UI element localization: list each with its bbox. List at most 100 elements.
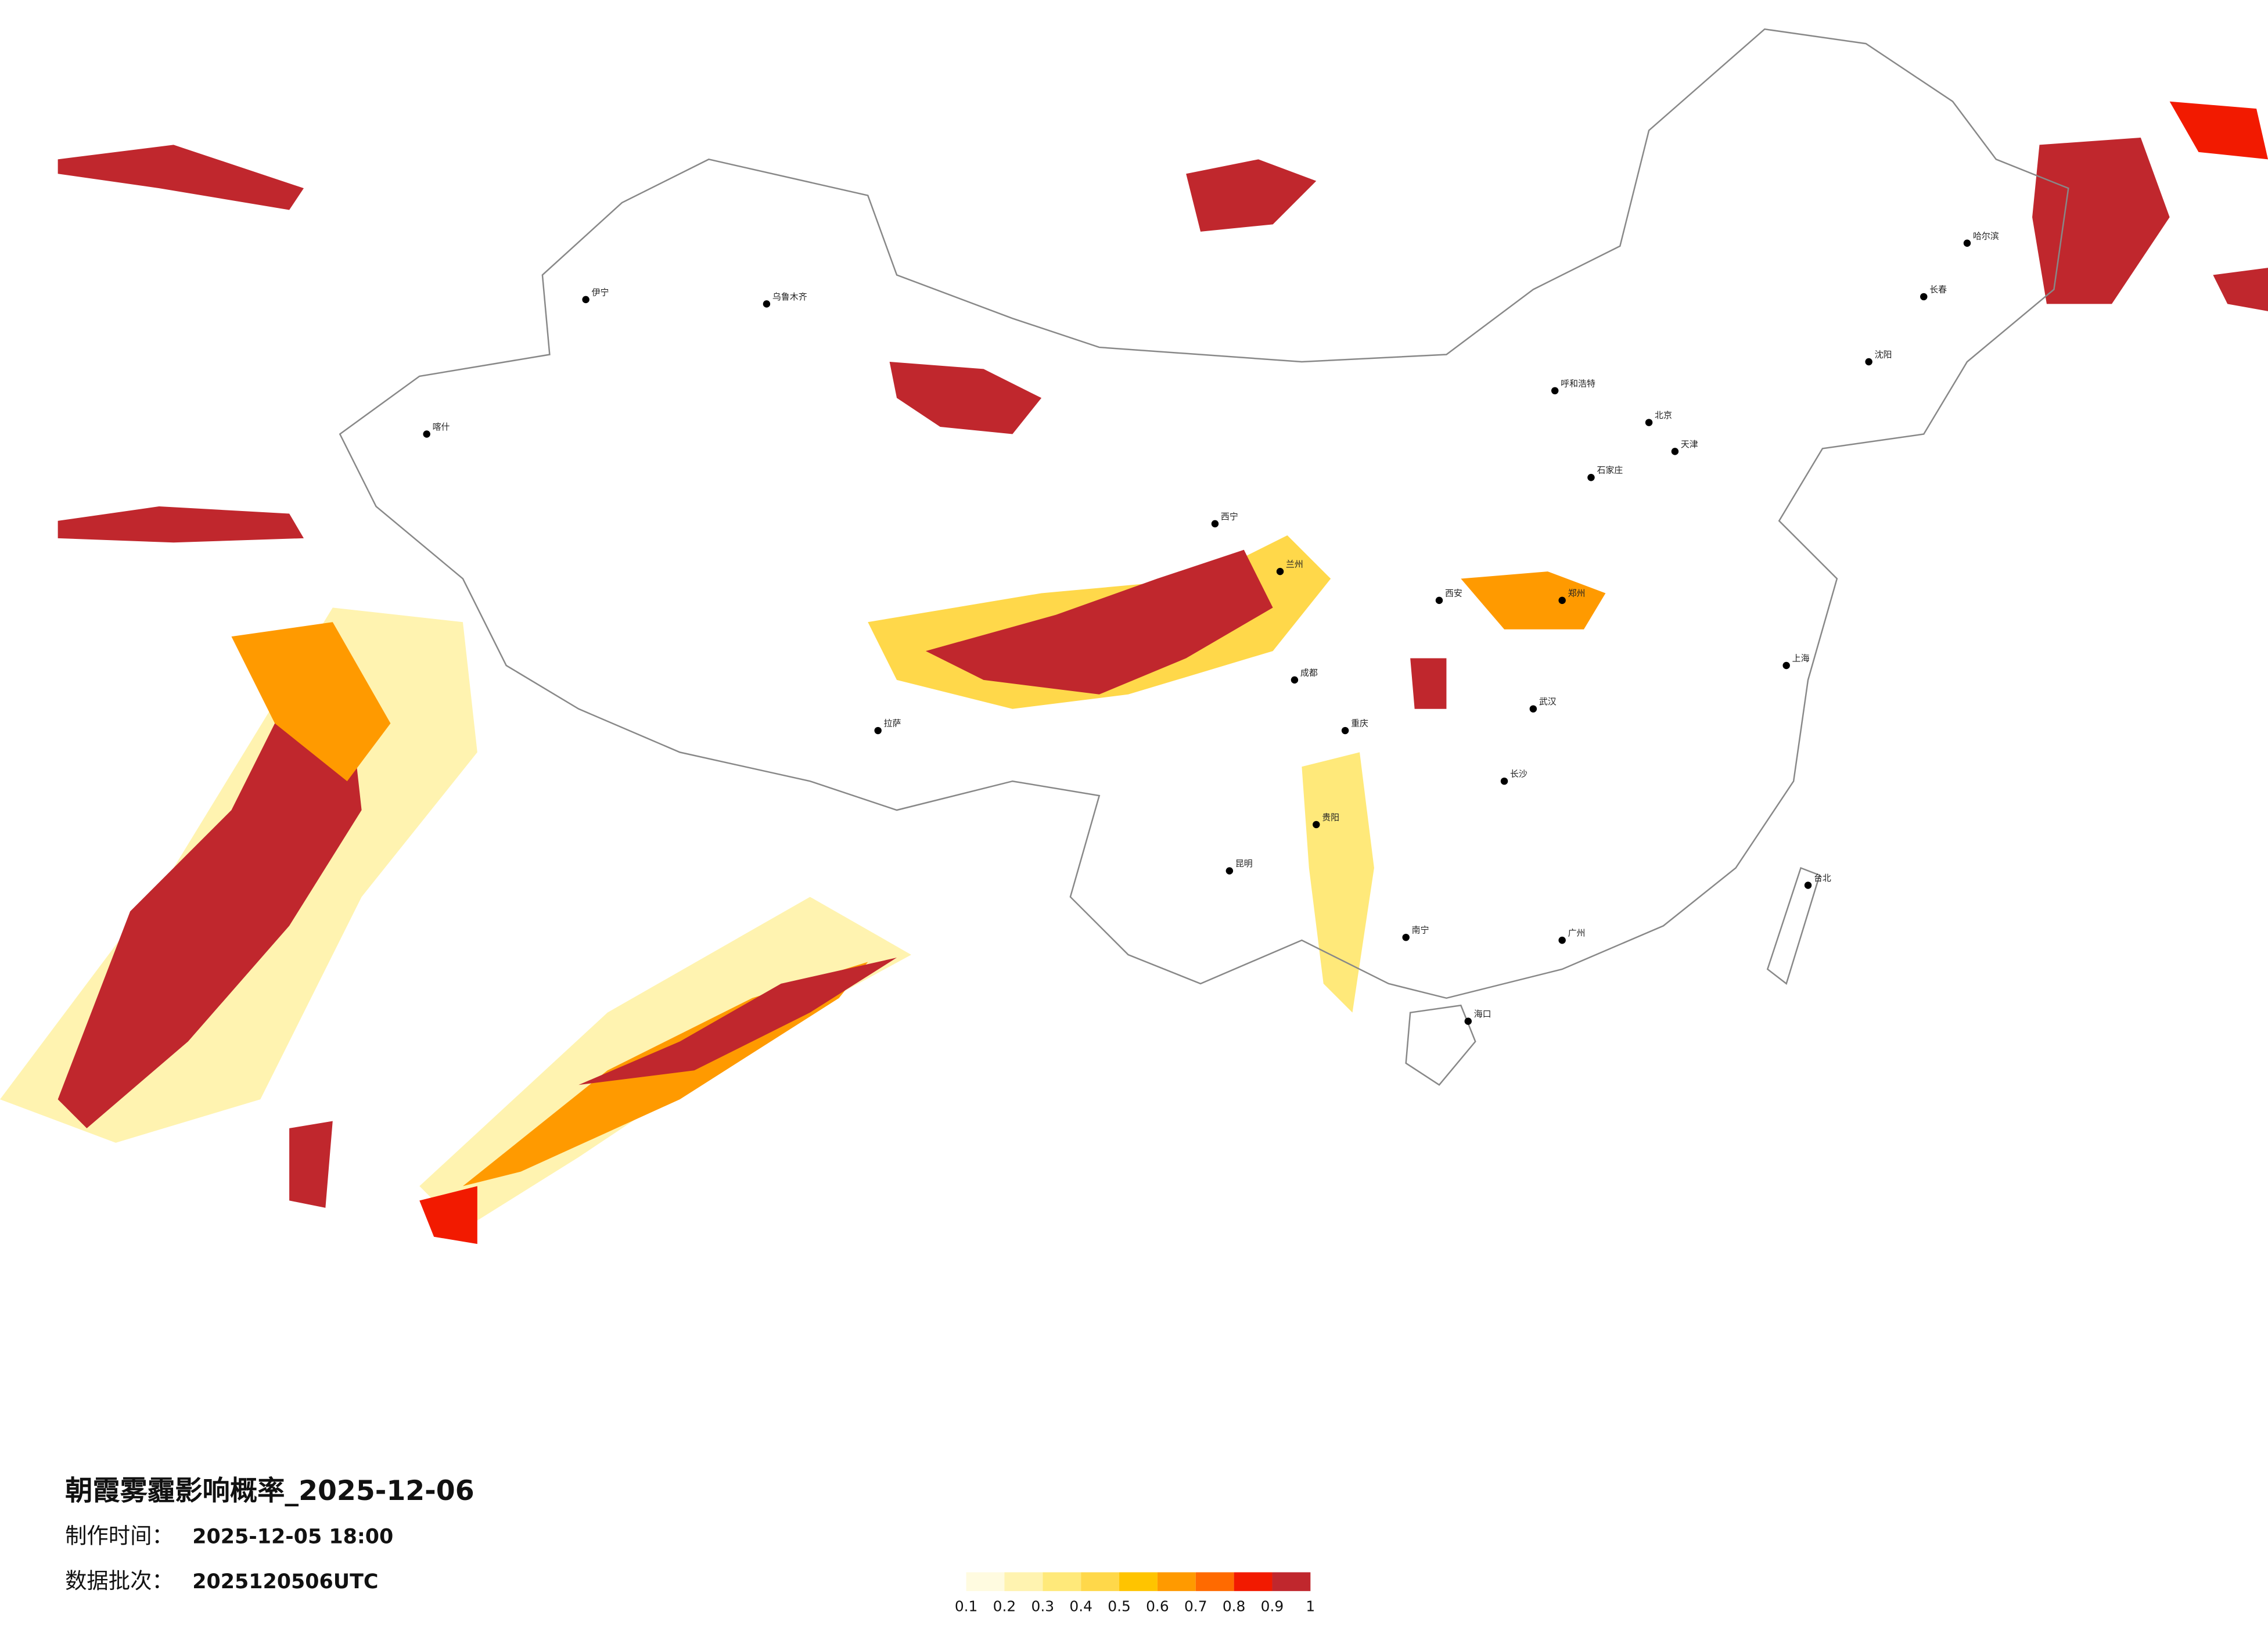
city-dot	[1551, 387, 1559, 395]
city-label: 西宁	[1221, 511, 1238, 521]
city-label: 喀什	[433, 422, 450, 432]
haze-area	[2213, 268, 2268, 311]
batch-label: 数据批次：	[65, 1568, 174, 1593]
haze-area	[1410, 658, 1447, 709]
city-dot	[1920, 293, 1928, 301]
haze-area	[289, 1121, 333, 1208]
city-label: 昆明	[1235, 858, 1253, 869]
city-label: 贵阳	[1322, 812, 1339, 822]
legend-label: 0.9	[1261, 1598, 1284, 1615]
country-outline	[339, 28, 2069, 999]
issue-label: 制作时间：	[65, 1523, 174, 1549]
issue-value: 2025-12-05 18:00	[192, 1526, 393, 1549]
city-dot	[1587, 473, 1595, 481]
city-dot	[1291, 676, 1299, 684]
city-dot	[423, 430, 430, 438]
haze-area	[231, 622, 391, 782]
city-label: 海口	[1474, 1009, 1491, 1019]
city-label: 哈尔滨	[1973, 231, 1999, 241]
haze-area	[57, 145, 304, 210]
legend-swatch	[1081, 1572, 1120, 1591]
city-dot	[1435, 596, 1443, 605]
city-label: 武汉	[1539, 696, 1557, 707]
legend-label: 0.1	[955, 1598, 978, 1615]
city-label: 石家庄	[1597, 465, 1623, 476]
haze-area	[57, 506, 304, 543]
haze-area	[419, 1186, 477, 1244]
city-dot	[1782, 661, 1790, 670]
city-label: 长春	[1929, 284, 1947, 294]
city-dot	[1211, 520, 1219, 528]
city-label: 上海	[1792, 653, 1810, 664]
legend-label: 1	[1306, 1598, 1315, 1615]
haze-area	[925, 549, 1273, 695]
city-label: 伊宁	[592, 287, 609, 297]
city-dot	[1804, 882, 1812, 889]
legend-swatch	[966, 1572, 1005, 1591]
city-label: 长沙	[1510, 769, 1527, 779]
map-title: 朝霞雾霾影响概率_2025-12-06	[65, 1475, 475, 1507]
legend: 0.1 0.2 0.3 0.4 0.5 0.6 0.7 0.8 0.9 1	[955, 1572, 1315, 1615]
haze-area	[1186, 159, 1317, 232]
legend-label: 0.7	[1184, 1598, 1207, 1615]
island-outline	[1405, 1004, 1476, 1086]
haze-area	[2032, 137, 2170, 304]
city-label: 呼和浩特	[1561, 378, 1595, 388]
batch-value: 2025120506UTC	[192, 1570, 378, 1593]
legend-label: 0.4	[1069, 1598, 1092, 1615]
legend-label: 0.5	[1108, 1598, 1131, 1615]
haze-area	[578, 958, 897, 1085]
legend-swatch	[1157, 1572, 1196, 1591]
haze-layer	[0, 101, 2268, 1244]
borders	[339, 28, 2069, 1086]
legend-label: 0.6	[1146, 1598, 1169, 1615]
legend-swatch	[1119, 1572, 1158, 1591]
city-dot	[1558, 936, 1566, 944]
city-dot	[1464, 1017, 1472, 1025]
city-label: 西安	[1445, 588, 1462, 598]
legend-swatch	[1272, 1572, 1311, 1591]
haze-area	[2169, 101, 2268, 160]
city-dot	[1402, 933, 1410, 941]
island-outline	[1766, 867, 1821, 985]
city-label: 天津	[1681, 439, 1698, 449]
city-dot	[1313, 821, 1320, 829]
city-dot	[874, 726, 882, 735]
city-label: 沈阳	[1875, 350, 1892, 360]
city-label: 郑州	[1568, 588, 1586, 598]
city-dot	[1341, 726, 1349, 735]
city-dot	[1558, 596, 1566, 605]
legend-swatch	[1195, 1572, 1234, 1591]
city-dot	[763, 300, 771, 308]
city-label: 北京	[1655, 410, 1672, 420]
city-label: 台北	[1814, 873, 1831, 883]
haze-area	[1302, 752, 1374, 1013]
haze-area	[57, 679, 362, 1128]
legend-label: 0.3	[1031, 1598, 1055, 1615]
city-dot	[1963, 239, 1971, 247]
city-dot	[582, 296, 590, 304]
city-label: 成都	[1300, 667, 1318, 678]
city-label: 广州	[1568, 928, 1586, 938]
haze-area	[1461, 571, 1606, 629]
city-dot	[1671, 448, 1679, 455]
city-label: 重庆	[1351, 718, 1368, 729]
city-label: 拉萨	[884, 718, 901, 729]
legend-label: 0.2	[993, 1598, 1016, 1615]
city-label: 兰州	[1286, 559, 1303, 570]
city-label: 乌鲁木齐	[772, 292, 807, 302]
city-dot	[1225, 867, 1234, 875]
city-dot	[1500, 777, 1508, 785]
city-dot	[1529, 705, 1537, 713]
city-label: 南宁	[1412, 925, 1429, 936]
city-dot	[1645, 419, 1653, 426]
legend-swatch	[1043, 1572, 1081, 1591]
legend-swatch	[1234, 1572, 1273, 1591]
city-dot	[1276, 567, 1284, 575]
haze-area	[889, 361, 1042, 434]
legend-swatch	[1004, 1572, 1043, 1591]
city-dot	[1865, 358, 1872, 366]
legend-label: 0.8	[1223, 1598, 1246, 1615]
